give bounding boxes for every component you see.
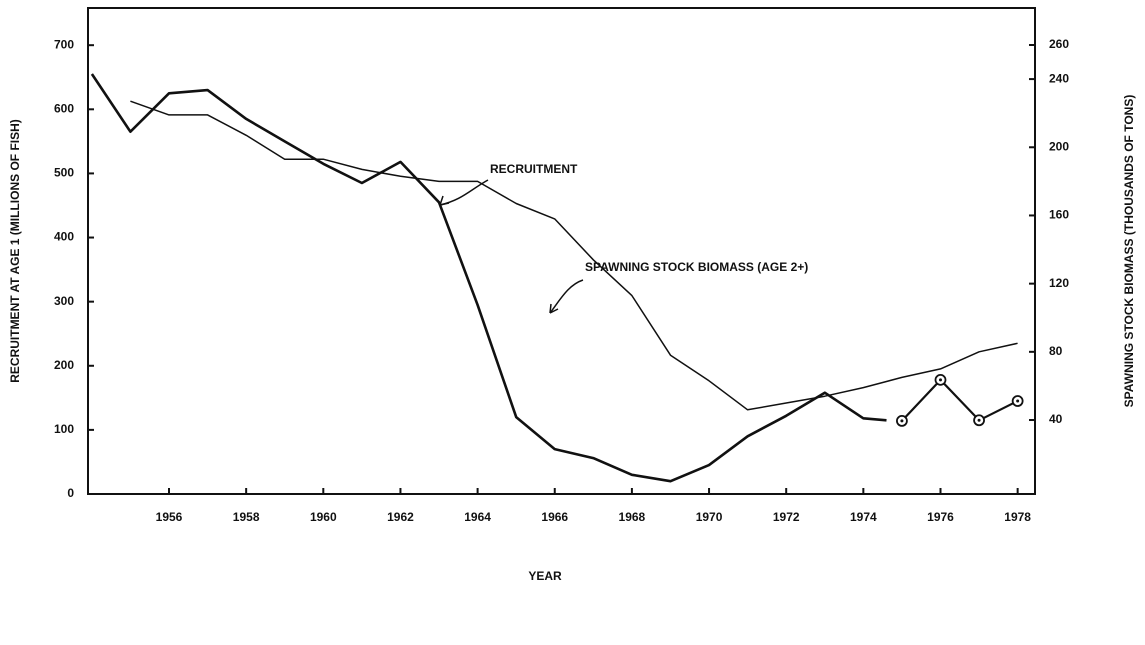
- x-tick-label: 1956: [156, 510, 183, 524]
- annotation: SPAWNING STOCK BIOMASS (AGE 2+): [585, 260, 808, 274]
- y2-tick-label: 80: [1049, 344, 1063, 358]
- x-tick-label: 1966: [541, 510, 568, 524]
- series-line: [90, 73, 887, 483]
- annotation-arrowhead: [439, 195, 450, 206]
- y-tick-label: 300: [54, 294, 74, 308]
- annotation-arrow: [549, 279, 584, 314]
- y2-tick-label: 120: [1049, 276, 1069, 290]
- y-tick-label: 700: [54, 37, 74, 51]
- x-tick-label: 1978: [1004, 510, 1031, 524]
- y2-tick-label: 160: [1049, 208, 1069, 222]
- x-tick-label: 1958: [233, 510, 260, 524]
- x-tick-label: 1964: [464, 510, 491, 524]
- x-axis-label: YEAR: [528, 569, 562, 583]
- y-tick-label: 200: [54, 358, 74, 372]
- y-tick-label: 100: [54, 422, 74, 436]
- y-tick-label: 0: [67, 486, 74, 500]
- point-marker-dot: [900, 419, 904, 423]
- y2-tick-label: 260: [1049, 37, 1069, 51]
- y-axis-label: RECRUITMENT AT AGE 1 (MILLIONS OF FISH): [8, 119, 22, 383]
- y2-tick-label: 40: [1049, 412, 1063, 426]
- y2-axis-label: SPAWNING STOCK BIOMASS (THOUSANDS OF TON…: [1122, 95, 1136, 408]
- series-line: [901, 378, 1019, 422]
- x-tick-label: 1976: [927, 510, 954, 524]
- y2-tick-label: 200: [1049, 139, 1069, 153]
- y-tick-label: 400: [54, 230, 74, 244]
- y-tick-label: 500: [54, 166, 74, 180]
- x-tick-label: 1970: [696, 510, 723, 524]
- plot-frame: [87, 7, 1036, 495]
- point-marker-dot: [938, 378, 942, 382]
- x-tick-label: 1968: [619, 510, 646, 524]
- annotation: RECRUITMENT: [490, 162, 578, 176]
- point-marker-dot: [1016, 399, 1020, 403]
- y2-tick-label: 240: [1049, 71, 1069, 85]
- series-line: [130, 100, 1018, 411]
- annotation-arrowhead: [549, 303, 559, 314]
- y-tick-label: 600: [54, 101, 74, 115]
- point-marker-dot: [977, 418, 981, 422]
- x-tick-label: 1962: [387, 510, 414, 524]
- x-tick-label: 1960: [310, 510, 337, 524]
- x-tick-label: 1972: [773, 510, 800, 524]
- x-tick-label: 1974: [850, 510, 877, 524]
